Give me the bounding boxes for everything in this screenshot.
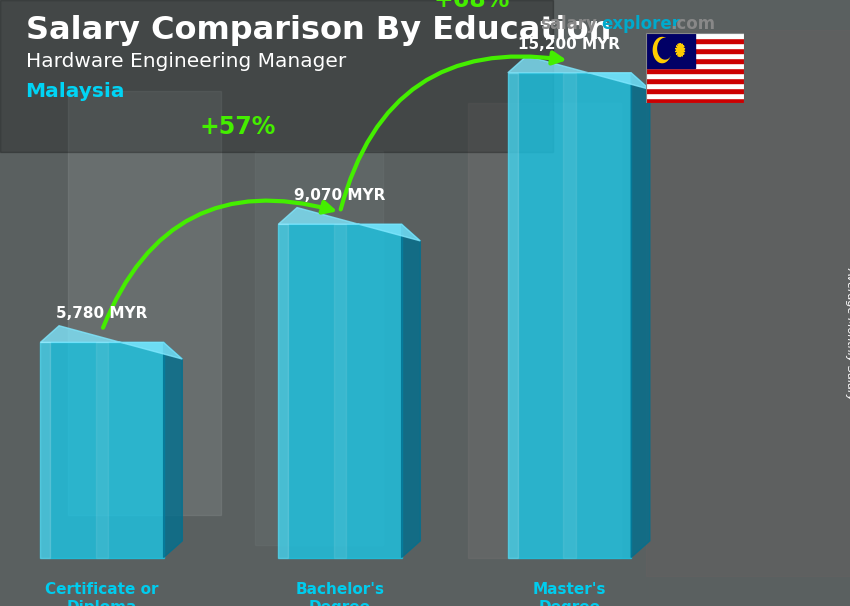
Bar xyxy=(40,342,50,558)
Polygon shape xyxy=(654,38,671,62)
Bar xyxy=(646,43,744,48)
Bar xyxy=(646,98,744,103)
Polygon shape xyxy=(507,56,649,89)
Bar xyxy=(0,0,552,152)
Polygon shape xyxy=(163,342,182,558)
Bar xyxy=(646,48,744,53)
Bar xyxy=(646,53,744,58)
Text: +68%: +68% xyxy=(434,0,510,12)
Text: salary: salary xyxy=(540,15,597,33)
Bar xyxy=(646,93,744,98)
Bar xyxy=(646,88,744,93)
Text: 15,200 MYR: 15,200 MYR xyxy=(518,36,620,52)
Text: .com: .com xyxy=(671,15,716,33)
Bar xyxy=(468,103,620,558)
Bar xyxy=(646,63,744,68)
Bar xyxy=(507,73,518,558)
Text: Certificate or
Diploma: Certificate or Diploma xyxy=(45,582,159,606)
Bar xyxy=(507,73,631,558)
Polygon shape xyxy=(631,73,649,558)
Text: 9,070 MYR: 9,070 MYR xyxy=(294,188,386,203)
Bar xyxy=(96,342,108,558)
Bar xyxy=(646,58,744,63)
Bar xyxy=(278,224,401,558)
Polygon shape xyxy=(658,38,672,59)
Text: Malaysia: Malaysia xyxy=(26,82,125,101)
Bar xyxy=(564,73,575,558)
Bar xyxy=(646,33,694,68)
Bar xyxy=(646,68,744,73)
Text: 5,780 MYR: 5,780 MYR xyxy=(56,306,148,321)
Bar xyxy=(646,33,744,38)
Polygon shape xyxy=(40,325,182,359)
Polygon shape xyxy=(401,224,420,558)
Text: Master's
Degree: Master's Degree xyxy=(533,582,606,606)
Text: Salary Comparison By Education: Salary Comparison By Education xyxy=(26,15,611,46)
Text: Bachelor's
Degree: Bachelor's Degree xyxy=(296,582,384,606)
Text: Hardware Engineering Manager: Hardware Engineering Manager xyxy=(26,52,346,70)
Bar xyxy=(278,224,288,558)
Bar xyxy=(40,342,163,558)
Bar xyxy=(646,73,744,78)
Text: +57%: +57% xyxy=(200,115,276,139)
Bar xyxy=(646,78,744,83)
Bar xyxy=(646,38,744,43)
Bar xyxy=(646,83,744,88)
Text: Average Monthly Salary: Average Monthly Salary xyxy=(846,267,850,400)
Text: explorer: explorer xyxy=(601,15,680,33)
Bar xyxy=(68,91,221,515)
Bar xyxy=(255,152,382,545)
Polygon shape xyxy=(676,43,685,57)
Bar xyxy=(334,224,346,558)
Bar xyxy=(646,30,850,576)
Polygon shape xyxy=(278,207,420,241)
